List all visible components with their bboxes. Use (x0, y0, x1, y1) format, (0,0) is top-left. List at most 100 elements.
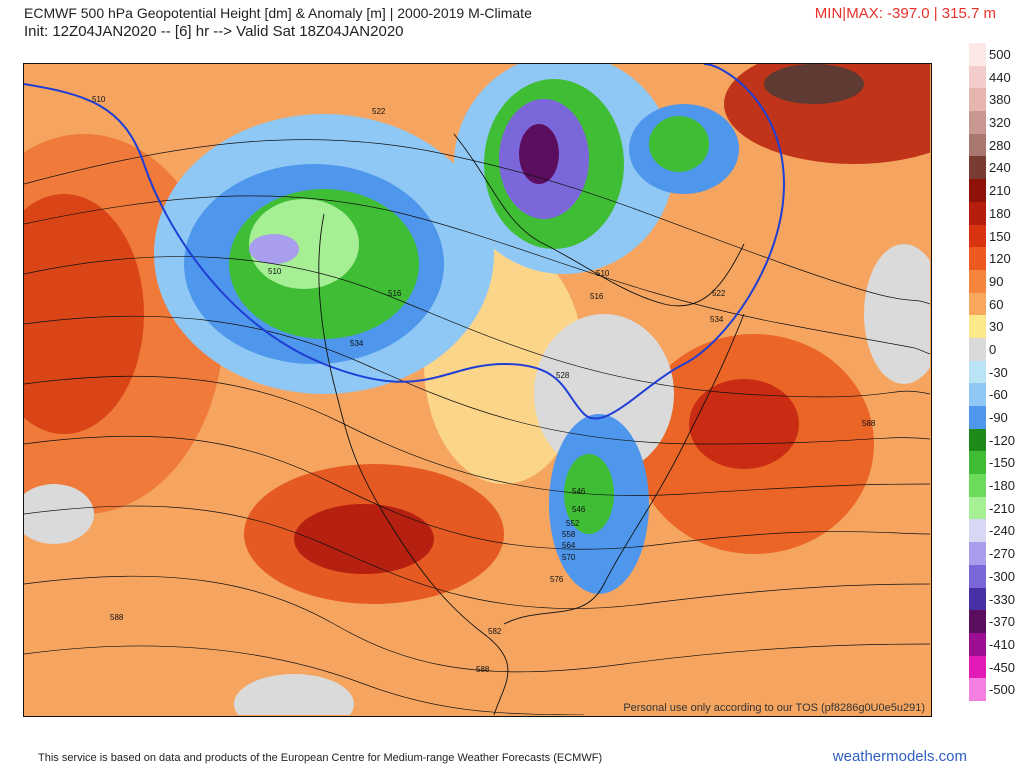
colorbar-swatch (969, 678, 986, 701)
colorbar-swatch (969, 43, 986, 66)
colorbar-level: -240 (967, 519, 1019, 543)
contour-label: 564 (562, 541, 576, 550)
colorbar-level: 280 (967, 133, 1019, 157)
colorbar-level: 240 (967, 156, 1019, 180)
contour-label: 534 (710, 315, 724, 324)
colorbar-level: -300 (967, 564, 1019, 588)
colorbar-label: -150 (989, 455, 1016, 471)
contour-label: 552 (566, 519, 580, 528)
colorbar-label: -300 (989, 568, 1016, 584)
colorbar-label: -370 (989, 614, 1016, 630)
colorbar-swatch (969, 428, 986, 452)
contour-label: 558 (562, 530, 576, 539)
contour-label: 582 (488, 627, 502, 636)
colorbar-swatch (969, 632, 986, 656)
anomaly-trough-western-canada-inner (249, 199, 359, 289)
colorbar-swatch (969, 655, 986, 679)
contour-label: 510 (596, 269, 610, 278)
colorbar-label: -270 (989, 546, 1016, 562)
colorbar-label: 0 (989, 341, 997, 357)
anomaly-zero-south (234, 674, 354, 715)
brand-link[interactable]: weathermodels.com (832, 748, 967, 765)
colorbar-label: -90 (989, 410, 1008, 425)
ecmwf-attribution: This service is based on data and produc… (38, 752, 603, 764)
map-subtitle: Init: 12Z04JAN2020 -- [6] hr --> Valid S… (24, 23, 404, 40)
colorbar-label: 280 (989, 137, 1011, 153)
colorbar-level: -370 (967, 610, 1019, 633)
colorbar-label: 150 (989, 228, 1011, 244)
colorbar-level: -500 (967, 678, 1019, 701)
colorbar-level: 90 (967, 269, 1019, 293)
colorbar-level: -450 (967, 655, 1019, 679)
colorbar-level: 120 (967, 247, 1019, 270)
coastlines (318, 133, 745, 715)
forecast-map: 510 522 510 534 516 510 516 522 534 528 … (23, 63, 932, 717)
colorbar-label: -410 (989, 636, 1016, 652)
colorbar-legend: 500 440 380 320 280 240 210 180 150 120 90 60 30 0 -30… (967, 43, 1019, 701)
colorbar-swatch (969, 587, 986, 611)
colorbar-level: -180 (967, 474, 1019, 497)
colorbar-label: -180 (989, 478, 1016, 494)
colorbar-label: 240 (989, 160, 1011, 176)
tos-notice: Personal use only according to our TOS (… (623, 702, 925, 714)
contour-label: 588 (110, 613, 124, 622)
colorbar-label: 30 (989, 319, 1004, 335)
colorbar-label: -30 (989, 364, 1008, 380)
anomaly-ridge-sw-us-core (294, 504, 434, 574)
colorbar-label: -60 (989, 387, 1008, 403)
colorbar-level: -210 (967, 496, 1019, 520)
contour-label: 534 (350, 339, 364, 348)
contour-label: 510 (92, 95, 106, 104)
colorbar-label: 500 (989, 47, 1011, 62)
colorbar-swatch (969, 610, 986, 633)
contour-label: 522 (372, 107, 386, 116)
colorbar-label: 90 (989, 273, 1004, 289)
anomaly-map-svg: 510 522 510 534 516 510 516 522 534 528 … (24, 64, 930, 715)
colorbar-level: 0 (967, 337, 1019, 361)
colorbar-label: -120 (989, 432, 1016, 448)
colorbar-level: -30 (967, 360, 1019, 384)
minmax-readout: MIN|MAX: -397.0 | 315.7 m (814, 5, 996, 22)
colorbar-level: -90 (967, 406, 1019, 429)
contour-labels: 510 522 510 534 516 510 516 522 534 528 … (92, 95, 876, 674)
height-contours (24, 139, 930, 715)
colorbar-swatch (969, 201, 986, 225)
anomaly-ridge-atlantic-core (689, 379, 799, 469)
colorbar-level: 440 (967, 65, 1019, 89)
colorbar-swatch (969, 406, 986, 429)
colorbar-label: 60 (989, 296, 1004, 312)
colorbar-swatch (969, 564, 986, 588)
colorbar-level: -60 (967, 383, 1019, 406)
anomaly-trough-greenland-core (649, 116, 709, 172)
colorbar-swatch (969, 156, 986, 180)
colorbar-level: -330 (967, 587, 1019, 611)
anomaly-zero-east (864, 244, 930, 384)
colorbar-label: -210 (989, 500, 1016, 516)
colorbar-label: 440 (989, 69, 1011, 85)
colorbar-swatch (969, 224, 986, 248)
colorbar-swatch (969, 88, 986, 112)
colorbar-swatch (969, 519, 986, 543)
colorbar-swatch (969, 269, 986, 293)
colorbar-level: 30 (967, 315, 1019, 338)
colorbar-swatch (969, 496, 986, 520)
anomaly-trough-baffin-core (519, 124, 559, 184)
contour-label: 510 (268, 267, 282, 276)
colorbar-level: -270 (967, 542, 1019, 565)
colorbar-label: -500 (989, 682, 1016, 698)
climatology-contour (24, 64, 786, 420)
colorbar-level: 180 (967, 201, 1019, 225)
anomaly-ridge-north-core (764, 64, 864, 104)
contour-label: 516 (590, 292, 604, 301)
colorbar-level: -150 (967, 451, 1019, 475)
contour-label: 588 (862, 419, 876, 428)
colorbar-swatch (969, 383, 986, 406)
colorbar-swatch (969, 179, 986, 202)
colorbar-swatch (969, 111, 986, 134)
colorbar-label: -450 (989, 659, 1016, 675)
contour-label: 528 (556, 371, 570, 380)
anomaly-trough-western-canada-core (249, 234, 299, 264)
colorbar-label: -240 (989, 523, 1016, 539)
colorbar-label: 120 (989, 251, 1011, 267)
contour-label: 516 (388, 289, 402, 298)
